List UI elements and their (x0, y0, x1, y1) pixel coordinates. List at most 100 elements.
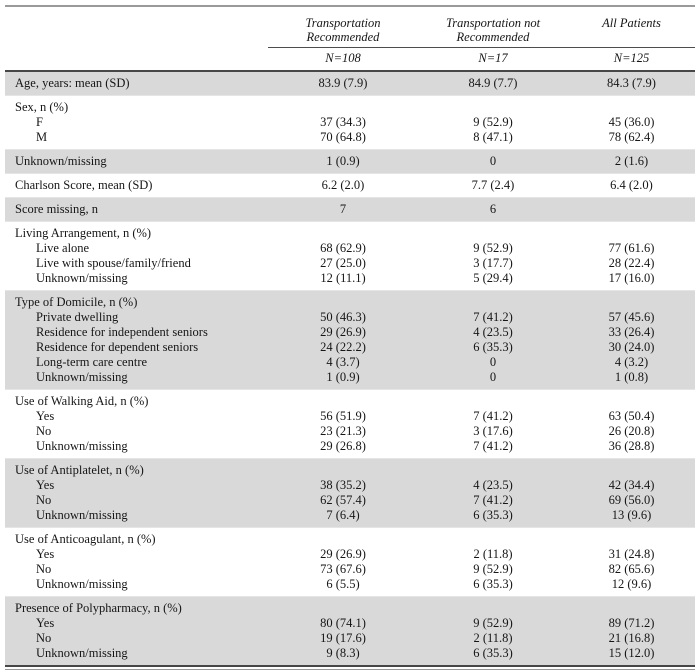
cell-value (568, 389, 695, 409)
row-label: Type of Domicile, n (%) (5, 290, 268, 310)
table-top-rule (5, 5, 695, 7)
cell-value (418, 290, 568, 310)
cell-value: 63 (50.4) (608, 409, 655, 423)
column-group-rule (268, 47, 695, 48)
cell-value: 29 (26.9) (268, 325, 418, 340)
table-row: Long-term care centre 4 (3.7) 0 4 (3.2) (5, 355, 695, 370)
table-row: No 62 (57.4) 7 (41.2) 69 (56.0) (5, 493, 695, 508)
cell-value: 56 (51.9) (320, 409, 366, 423)
row-label: Age, years: mean (SD) (5, 71, 268, 96)
cell-value: 84.9 (7.7) (418, 71, 568, 96)
cell-value: 29 (26.8) (320, 439, 366, 453)
cell-value: 38 (35.2) (268, 478, 418, 493)
cell-value: 6 (5.5) (326, 577, 360, 591)
cell-value: 9 (52.9) (418, 616, 568, 631)
row-label: Charlson Score, mean (SD) (5, 173, 268, 198)
column-n: N=17 (478, 51, 508, 65)
table-group: Use of Anticoagulant, n (%) Yes 29 (26.9) 2… (5, 527, 695, 597)
cell-value: 0 (418, 370, 568, 390)
cell-value (268, 290, 418, 310)
cell-value: 73 (67.6) (320, 562, 366, 576)
cell-value: 7.7 (2.4) (418, 173, 568, 198)
row-label: Living Arrangement, n (%) (5, 221, 268, 241)
table-row: Yes 80 (74.1) 9 (52.9) 89 (71.2) (5, 616, 695, 631)
cell-value: 7 (41.2) (473, 439, 513, 453)
row-label: Yes (36, 409, 55, 423)
cell-value: 6 (418, 197, 568, 222)
cell-value: 19 (17.6) (268, 631, 418, 646)
table-group: Charlson Score, mean (SD) 6.2 (2.0) 7.7 (2… (5, 173, 695, 198)
row-label: Private dwelling (5, 310, 268, 325)
cell-value: 9 (8.3) (268, 646, 418, 666)
cell-value: 70 (64.8) (320, 130, 366, 144)
cell-value: 3 (17.6) (473, 424, 513, 438)
cell-value (268, 95, 418, 115)
cell-value (418, 221, 568, 241)
cell-value: 7 (41.2) (418, 493, 568, 508)
row-label: Unknown/missing (36, 271, 128, 285)
cell-value: 1 (0.8) (568, 370, 695, 390)
cell-value: 21 (16.8) (568, 631, 695, 646)
cell-value (418, 389, 568, 409)
table-n-row: N=108 N=17 N=125 (5, 48, 695, 70)
cell-value (418, 95, 568, 115)
table-row: Live alone 68 (62.9) 9 (52.9) 77 (61.6) (5, 241, 695, 256)
table-group: Use of Walking Aid, n (%) Yes 56 (51.9) 7 (… (5, 389, 695, 459)
cell-value: 80 (74.1) (268, 616, 418, 631)
cell-value (418, 596, 568, 616)
column-header: Transportation Recommended (305, 16, 381, 44)
cell-value: 2 (1.6) (568, 149, 695, 174)
cell-value: 42 (34.4) (568, 478, 695, 493)
cell-value: 82 (65.6) (608, 562, 655, 576)
cell-value: 84.3 (7.9) (568, 71, 695, 96)
cell-value: 30 (24.0) (568, 340, 695, 355)
cell-value: 6 (35.3) (418, 508, 568, 528)
cell-value: 4 (3.7) (268, 355, 418, 370)
cell-value: 83.9 (7.9) (268, 71, 418, 96)
row-label: Unknown/missing (36, 577, 128, 591)
row-label: Unknown/missing (36, 439, 128, 453)
header-underline-row (5, 44, 695, 48)
cell-value (268, 221, 418, 241)
cell-value: 57 (45.6) (568, 310, 695, 325)
row-label: Live alone (36, 241, 90, 255)
table-group: Unknown/missing 1 (0.9) 0 2 (1.6) (5, 149, 695, 174)
table-row: F 37 (34.3) 9 (52.9) 45 (36.0) (5, 115, 695, 130)
column-header: All Patients (602, 16, 661, 30)
cell-value: 29 (26.9) (320, 547, 366, 561)
table-row: Unknown/missing 1 (0.9) 0 2 (1.6) (5, 149, 695, 174)
table-row: Use of Antiplatelet, n (%) (5, 458, 695, 478)
cell-value: 0 (418, 355, 568, 370)
cell-value (268, 527, 418, 547)
cell-value: 7 (41.2) (418, 310, 568, 325)
cell-value: 7 (268, 197, 418, 222)
table-row: Unknown/missing 29 (26.8) 7 (41.2) 36 (28.8… (5, 439, 695, 459)
cell-value: 7 (6.4) (268, 508, 418, 528)
table-row: Presence of Polypharmacy, n (%) (5, 596, 695, 616)
table-row: No 23 (21.3) 3 (17.6) 26 (20.8) (5, 424, 695, 439)
table-group: Living Arrangement, n (%) Live alone 68 (6… (5, 221, 695, 291)
cell-value: 1 (0.9) (268, 370, 418, 390)
table-row: Unknown/missing 12 (11.1) 5 (29.4) 17 (16.0… (5, 271, 695, 291)
table-row: Age, years: mean (SD) 83.9 (7.9) 84.9 (7.7… (5, 71, 695, 96)
cell-value: 9 (52.9) (473, 241, 513, 255)
cell-value: 7 (41.2) (473, 409, 513, 423)
cell-value: 4 (23.5) (418, 325, 568, 340)
table-row: Unknown/missing 7 (6.4) 6 (35.3) 13 (9.6) (5, 508, 695, 528)
cell-value (568, 596, 695, 616)
cell-value: 8 (47.1) (473, 130, 513, 144)
row-label: Use of Antiplatelet, n (%) (5, 458, 268, 478)
cell-value (568, 197, 695, 222)
table-row: Use of Walking Aid, n (%) (5, 389, 695, 409)
n-stub-cell (5, 51, 268, 65)
row-label: Yes (36, 547, 55, 561)
cell-value: 50 (46.3) (268, 310, 418, 325)
table-row: Unknown/missing 6 (5.5) 6 (35.3) 12 (9.6) (5, 577, 695, 597)
cell-value: 36 (28.8) (608, 439, 655, 453)
cell-value: 77 (61.6) (608, 241, 655, 255)
cell-value: 6.2 (2.0) (268, 173, 418, 198)
cell-value: 62 (57.4) (268, 493, 418, 508)
table-group: Type of Domicile, n (%) Private dwelling 5… (5, 290, 695, 390)
row-label: Unknown/missing (5, 646, 268, 666)
